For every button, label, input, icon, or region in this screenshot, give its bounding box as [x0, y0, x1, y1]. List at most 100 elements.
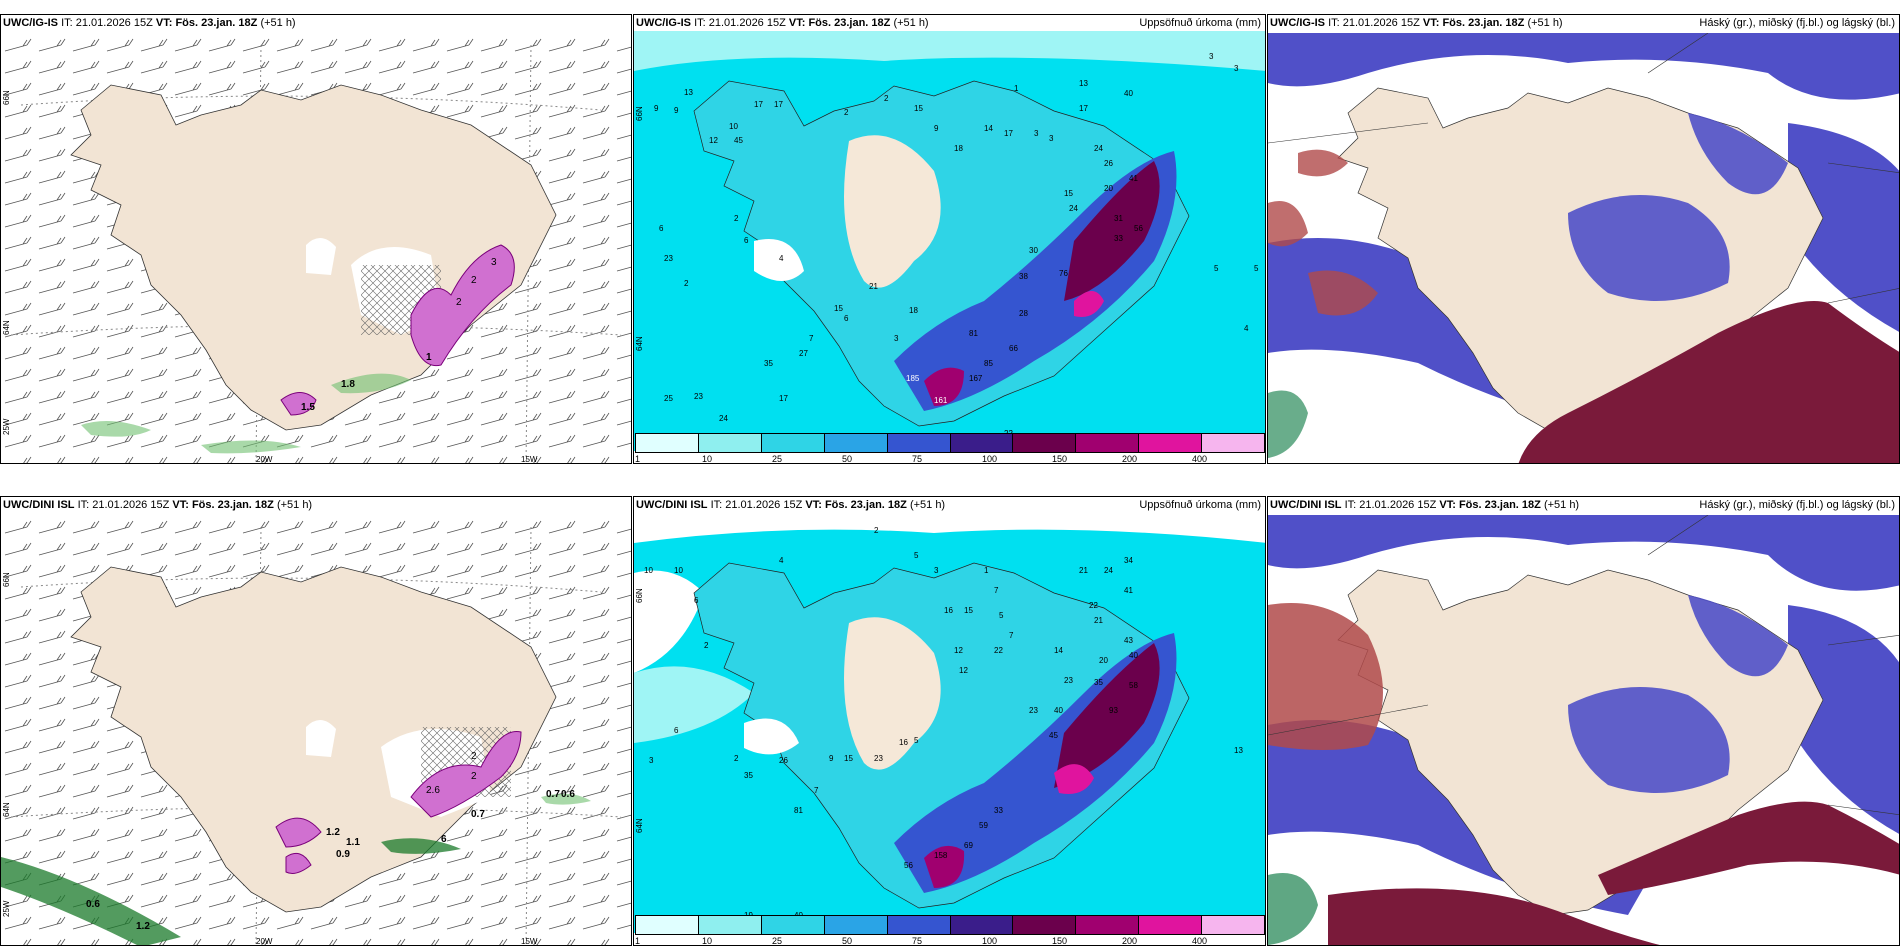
it-label: IT: [694, 17, 706, 29]
colorbar-tick: 150 [1052, 454, 1068, 464]
precip-value: 23 [1029, 706, 1038, 715]
colorbar-tick: 50 [842, 454, 853, 464]
it-value: 21.01.2026 15Z [92, 499, 170, 511]
precip-map: 2 10 10 4 6 2 5 3 1 21 24 34 41 22 21 43… [634, 513, 1265, 933]
precip-value: 76 [1059, 269, 1068, 278]
vt-label: VT: [172, 499, 189, 511]
colorbar-tick: 150 [1052, 936, 1068, 946]
sea-precip [541, 793, 591, 805]
precip-value: 56 [1134, 224, 1143, 233]
it-label: IT: [77, 499, 90, 511]
wind-value: 1.8 [341, 379, 355, 390]
it-label: IT: [710, 499, 723, 511]
lat-label: 66N [2, 90, 11, 105]
colorbar-tick: 100 [982, 454, 998, 464]
lead-time: (+51 h) [260, 17, 296, 29]
lead-time: (+51 h) [909, 499, 946, 511]
wind-value: 2 [471, 771, 477, 782]
wind-value: 0.9 [336, 849, 350, 860]
wind-value: 0.6 [561, 789, 575, 800]
wind-value: 1.2 [326, 827, 340, 838]
precip-value: 58 [1129, 681, 1138, 690]
colorbar-tick: 200 [1122, 454, 1138, 464]
precip-value: 81 [794, 806, 803, 815]
precip-value: 14 [1054, 646, 1063, 655]
lat-label: 25W [2, 900, 11, 917]
precip-value: 28 [1019, 309, 1028, 318]
wind-value: 1 [426, 352, 432, 363]
precip-value: 81 [969, 329, 978, 338]
vt-value: Fös. 23.jan. 18Z [1442, 17, 1525, 29]
precip-value: 2 [704, 641, 709, 650]
lon-label: 15W [521, 937, 538, 946]
precip-value: 23 [1064, 676, 1073, 685]
precip-value: 1 [984, 566, 989, 575]
colorbar-cell [697, 915, 761, 935]
precip-blob [275, 817, 322, 874]
precip-value: 17 [774, 100, 783, 109]
colorbar-cell [1201, 915, 1265, 935]
precip-value: 34 [1124, 556, 1133, 565]
precip-value: 33 [994, 806, 1003, 815]
precip-value: 12 [954, 646, 963, 655]
precip-value: 13 [1079, 79, 1088, 88]
panel-header: UWC/DINI ISL IT: 21.01.2026 15Z VT: Fös.… [636, 499, 945, 511]
precip-value: 4 [779, 556, 784, 565]
precip-value: 9 [829, 754, 834, 763]
lon-label: 15W [521, 455, 538, 464]
precip-value: 2 [734, 754, 739, 763]
precip-value: 31 [1114, 214, 1123, 223]
colorbar-tick: 200 [1122, 936, 1138, 946]
precip-value: 41 [1124, 586, 1133, 595]
precip-value: 2 [844, 108, 849, 117]
gridline [10, 526, 622, 945]
precip-value: 26 [779, 756, 788, 765]
cloud-map [1268, 515, 1899, 945]
colorbar-tick: 75 [912, 936, 923, 946]
precip-value: 10 [674, 566, 683, 575]
precip-value: 18 [954, 144, 963, 153]
precip-value: 40 [1054, 706, 1063, 715]
precip-value: 3 [1049, 134, 1054, 143]
precip-value: 15 [834, 304, 843, 313]
precip-blob [410, 730, 522, 818]
precip-value: 93 [1109, 706, 1118, 715]
gridline [10, 44, 622, 463]
precip-value: 3 [1034, 129, 1039, 138]
precip-value: 35 [1094, 678, 1103, 687]
colorbar-tick: 400 [1192, 454, 1208, 464]
wind-value: 1.1 [346, 837, 360, 848]
snow-area [306, 719, 336, 757]
colorbar-cell [886, 915, 950, 935]
precip-blob [280, 392, 317, 416]
colorbar-tick: 25 [772, 936, 783, 946]
lat-label: 66N [2, 572, 11, 587]
vt-value: Fös. 23.jan. 18Z [191, 499, 274, 511]
colorbar-tick: 75 [912, 454, 923, 464]
colorbar-cell [1138, 915, 1202, 935]
precip-value: 25 [664, 394, 673, 403]
precip-value: 6 [844, 314, 849, 323]
precip-value: 2 [884, 94, 889, 103]
sea-precip [1, 838, 461, 945]
precip-value: 15 [844, 754, 853, 763]
wind-value: 0.6 [86, 899, 100, 910]
wind-value: 2 [471, 751, 477, 762]
precip-value: 10 [644, 566, 653, 575]
precip-value: 21 [1079, 566, 1088, 575]
precip-value: 20 [1099, 656, 1108, 665]
precip-value: 7 [809, 334, 814, 343]
model-name: UWC/IG-IS [3, 17, 58, 29]
panel-header: UWC/IG-IS IT: 21.01.2026 15Z VT: Fös. 23… [636, 17, 929, 29]
precip-value: 4 [1244, 324, 1249, 333]
lon-label: 20W [256, 937, 273, 946]
panel-header: UWC/IG-IS IT: 21.01.2026 15Z VT: Fös. 23… [1270, 17, 1563, 29]
wind-value: 0.7 [546, 789, 560, 800]
precip-value: 56 [904, 861, 913, 870]
precip-value: 3 [934, 566, 939, 575]
colorbar-cell [760, 433, 824, 453]
colorbar-cell [886, 433, 950, 453]
vt-label: VT: [788, 17, 806, 29]
precip-value: 27 [799, 349, 808, 358]
precip-value: 7 [1009, 631, 1014, 640]
